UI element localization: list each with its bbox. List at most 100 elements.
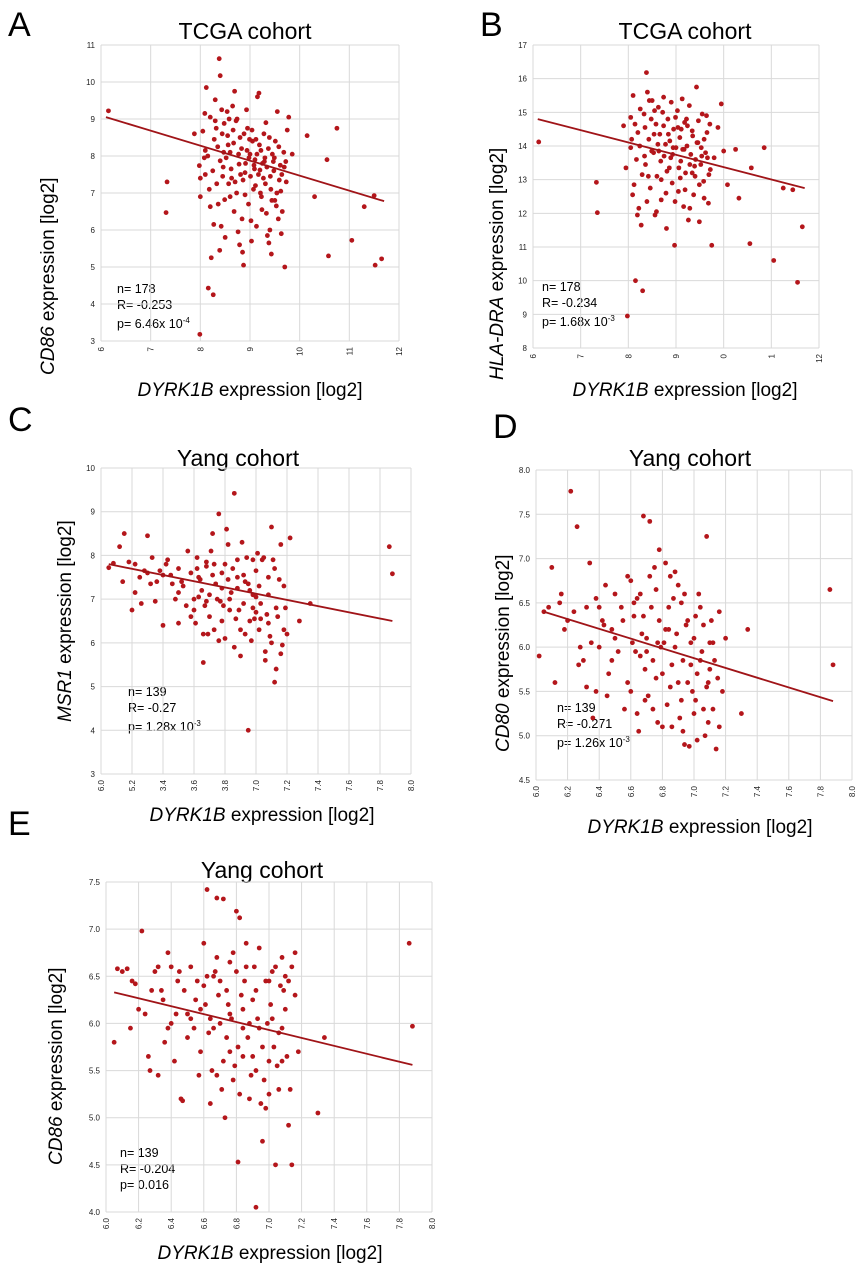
- data-point: [270, 159, 276, 164]
- data-point: [641, 613, 646, 619]
- data-point: [231, 644, 237, 650]
- data-point: [278, 188, 284, 194]
- data-point: [264, 233, 270, 238]
- data-point: [705, 680, 711, 685]
- data-point: [661, 94, 667, 100]
- data-point: [676, 165, 682, 171]
- data-point: [632, 121, 638, 127]
- data-point: [576, 662, 582, 668]
- stat-n: n= 178: [117, 282, 156, 296]
- data-point: [207, 1016, 213, 1022]
- data-point: [256, 945, 262, 951]
- data-point: [322, 1035, 327, 1040]
- data-point: [268, 251, 274, 257]
- data-point: [707, 167, 713, 172]
- data-point: [707, 666, 713, 672]
- data-point: [160, 622, 166, 628]
- data-point: [152, 598, 158, 604]
- data-point: [668, 99, 674, 105]
- data-point: [196, 574, 202, 580]
- data-point: [665, 131, 671, 137]
- data-point: [273, 666, 279, 672]
- data-point: [588, 640, 594, 646]
- x-tick-label: 7.4: [314, 779, 323, 791]
- data-point: [266, 574, 271, 580]
- data-point: [132, 981, 138, 987]
- data-point: [258, 190, 263, 196]
- data-point: [193, 997, 199, 1003]
- data-point: [276, 144, 282, 150]
- data-point: [406, 940, 412, 946]
- y-tick-label: 4: [91, 300, 96, 309]
- data-point: [207, 204, 213, 210]
- data-point: [168, 1021, 174, 1026]
- data-point: [696, 182, 702, 188]
- data-point: [264, 612, 270, 617]
- data-point: [656, 618, 662, 623]
- data-point: [664, 226, 669, 231]
- data-point: [690, 133, 696, 139]
- data-point: [142, 1011, 148, 1017]
- data-point: [703, 150, 708, 156]
- data-point: [684, 116, 689, 122]
- data-point: [235, 1044, 241, 1050]
- data-point: [410, 1023, 415, 1029]
- data-point: [183, 603, 189, 609]
- data-point: [253, 1068, 259, 1073]
- data-point: [253, 1204, 259, 1210]
- data-point: [253, 988, 259, 993]
- data-point: [635, 130, 641, 135]
- data-point: [334, 125, 340, 131]
- data-point: [269, 151, 275, 157]
- data-point: [248, 1072, 254, 1078]
- data-point: [279, 172, 285, 177]
- data-point: [219, 570, 225, 576]
- data-point: [191, 131, 197, 137]
- data-point: [704, 684, 710, 690]
- data-point: [261, 131, 267, 137]
- y-tick-label: 9: [91, 115, 96, 124]
- data-point: [157, 568, 163, 574]
- data-point: [587, 560, 593, 566]
- data-point: [646, 98, 652, 103]
- x-tick-label: 3.8: [221, 779, 230, 791]
- data-point: [117, 544, 122, 550]
- data-point: [193, 620, 198, 626]
- data-point: [599, 618, 605, 623]
- y-tick-label: 7: [91, 189, 96, 198]
- x-tick-label: 7.2: [283, 779, 292, 791]
- data-point: [149, 555, 155, 561]
- data-point: [644, 70, 649, 76]
- data-point: [207, 1101, 213, 1106]
- data-point: [612, 635, 618, 641]
- x-tick-label: 7.8: [395, 1217, 404, 1229]
- data-point: [137, 574, 143, 580]
- data-point: [235, 557, 240, 563]
- data-point: [228, 166, 234, 172]
- data-point: [618, 604, 624, 610]
- data-point: [748, 165, 754, 171]
- data-point: [235, 1159, 241, 1165]
- data-point: [704, 130, 710, 135]
- x-tick-label: 7: [147, 346, 156, 351]
- data-point: [270, 557, 276, 563]
- data-point: [284, 631, 290, 637]
- data-point: [685, 680, 691, 685]
- stats-box: n= 178 R= -0.253 p= 6.46x 10-4: [117, 281, 190, 332]
- data-point: [138, 601, 144, 606]
- chart-title: Yang cohort: [628, 445, 752, 471]
- data-point: [222, 235, 228, 240]
- data-point: [655, 104, 661, 110]
- data-point: [712, 658, 717, 663]
- data-point: [243, 940, 249, 946]
- data-point: [655, 141, 661, 147]
- data-point: [236, 151, 241, 157]
- data-point: [687, 162, 693, 167]
- data-point: [235, 229, 241, 235]
- data-point: [258, 616, 264, 622]
- data-point: [196, 594, 202, 600]
- data-point: [661, 123, 667, 129]
- data-point: [692, 163, 697, 169]
- data-point: [571, 609, 577, 615]
- x-tick-label: 7.4: [330, 1217, 339, 1229]
